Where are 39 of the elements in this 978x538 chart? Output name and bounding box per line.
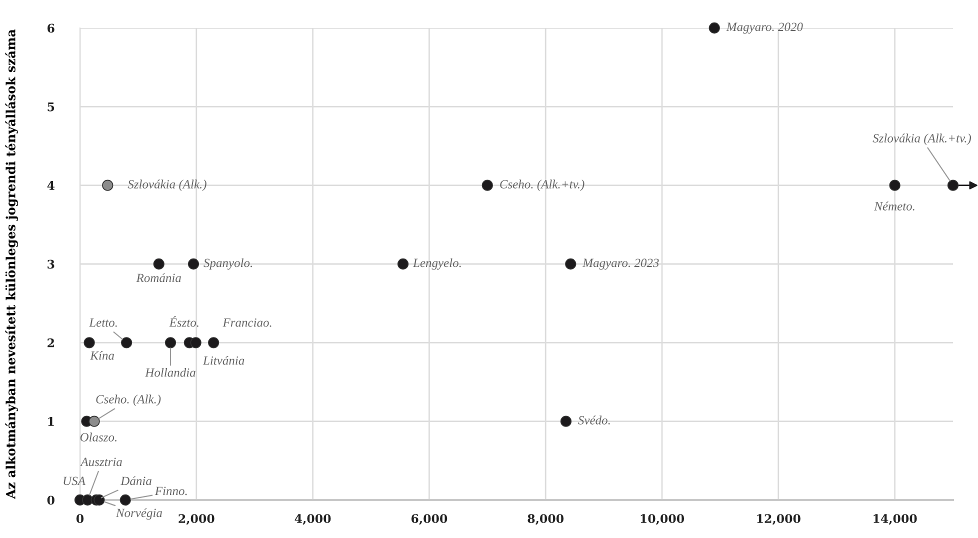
annotation: Olaszo. (80, 432, 116, 442)
x-tick-label: 2,000 (178, 514, 214, 525)
annotation: Magyaro. 2020 (726, 22, 803, 34)
x-tick-label: 0 (76, 514, 84, 524)
x-tick-label: 10,000 (640, 514, 684, 525)
annotation: Litvánia (202, 356, 244, 365)
annotation: Norvégia (116, 508, 162, 520)
y-tick-label: 2 (48, 338, 54, 348)
annotation: Románia (136, 273, 181, 282)
annotation: Dánia (120, 476, 152, 486)
annotation: Szlovákia (Alk.+tv.) (872, 134, 972, 146)
y-tick-label: 0 (47, 496, 54, 505)
annotation: Finno. (154, 486, 187, 496)
annotation: Észto. (169, 316, 198, 327)
x-tick-label: 14,000 (874, 514, 917, 525)
y-tick-label: 4 (47, 181, 55, 190)
x-tick-label: 12,000 (757, 514, 800, 525)
y-tick-label: 6 (48, 24, 54, 33)
x-tick-label: 8,000 (528, 514, 564, 525)
y-tick-label: 5 (48, 102, 54, 112)
annotation: Cseho. (Alk.+tv.) (500, 180, 584, 191)
annotation: Letto. (89, 318, 117, 327)
x-tick-label: 6,000 (411, 514, 448, 525)
annotation: Spanyolo. (204, 258, 252, 270)
annotation: Lengyelo. (412, 258, 461, 270)
annotation: Szlovákia (Alk.) (128, 180, 206, 192)
annotation: Hollandia (145, 368, 196, 377)
annotation: Ausztria (80, 458, 122, 466)
x-tick-label: 4,000 (294, 514, 331, 525)
annotation: Magyaro. 2023 (582, 258, 659, 270)
annotation: Kína (90, 350, 114, 360)
y-axis-title: Az alkotmányban nevesített különleges jogrendi tényállások száma (5, 29, 18, 500)
y-tick-label: 3 (48, 260, 54, 269)
annotation: Cseho. (Alk.) (96, 394, 161, 406)
annotation: Franciao. (222, 318, 272, 327)
annotation: Svédo. (578, 416, 610, 425)
annotation: Németo. (874, 202, 914, 211)
y-tick-label: 1 (48, 417, 54, 426)
annotation: USA (64, 476, 86, 486)
